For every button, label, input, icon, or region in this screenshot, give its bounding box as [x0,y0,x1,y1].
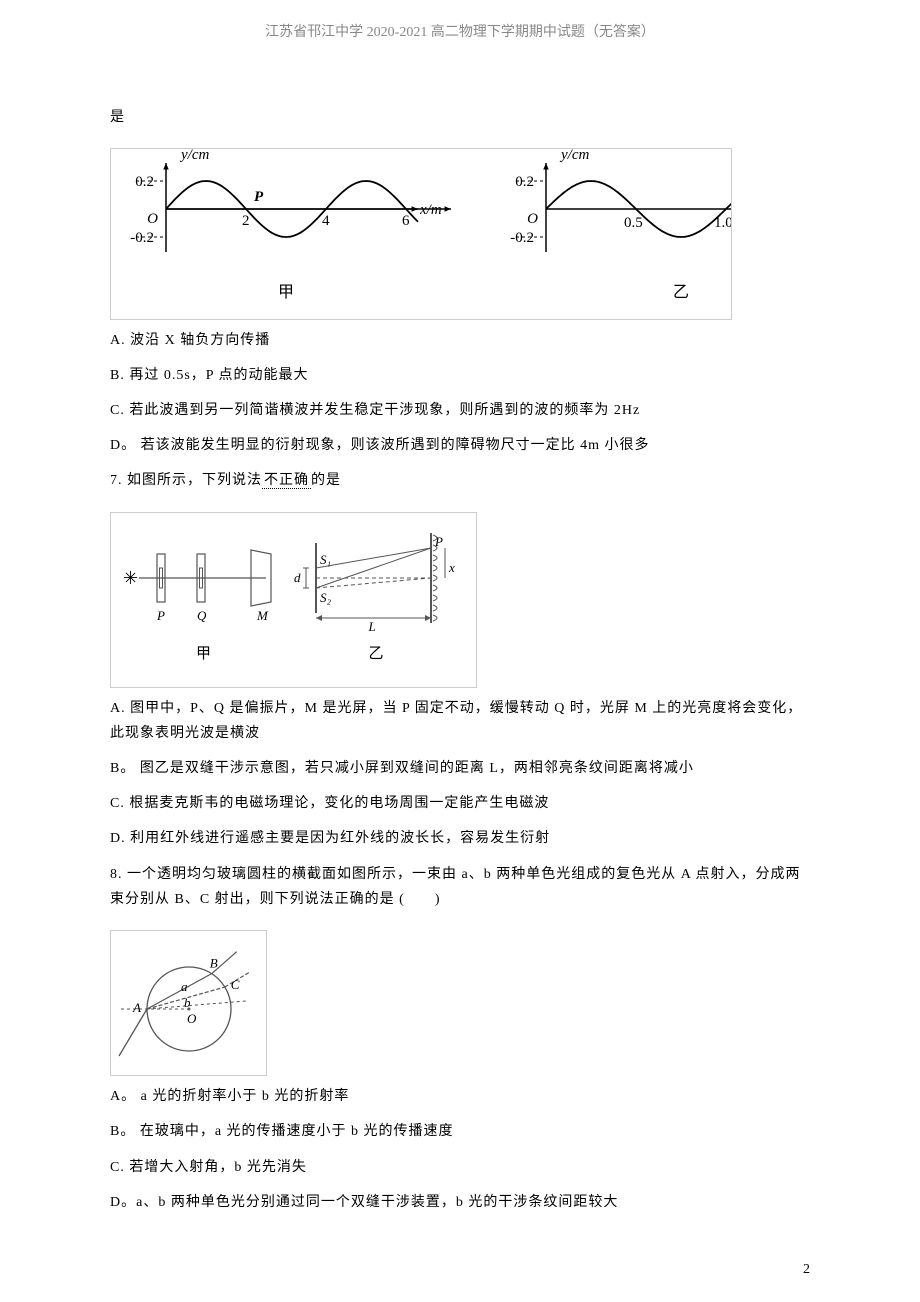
svg-text:x: x [448,560,455,575]
svg-text:A: A [132,1000,141,1015]
q6-opt-d: D。 若该波能发生明显的衍射现象，则该波所遇到的障碍物尺寸一定比 4m 小很多 [110,433,810,458]
q7-stem-a: 7. 如图所示，下列说法 [110,473,262,488]
svg-text:0.5: 0.5 [624,215,643,231]
q6-opt-c: C. 若此波遇到另一列简谐横波并发生稳定干涉现象，则所遇到的波的频率为 2Hz [110,398,810,423]
svg-text:O: O [147,211,158,227]
svg-text:S₁: S₁ [320,552,331,567]
svg-text:a: a [181,979,188,994]
figure-waves: O0.2-0.2y/cm246x/mP甲O0.2-0.2y/cm0.51.01.… [110,148,732,319]
figure-circle: A BC Oab [110,930,267,1076]
q7-opt-c: C. 根据麦克斯韦的电磁场理论，变化的电场周围一定能产生电磁波 [110,791,810,816]
svg-text:乙: 乙 [673,284,689,301]
svg-text:-0.2: -0.2 [130,230,154,246]
q8-opt-a: A。 a 光的折射率小于 b 光的折射率 [110,1084,810,1109]
svg-text:d: d [294,570,301,585]
q7-opt-b: B。 图乙是双缝干涉示意图，若只减小屏到双缝间的距离 L，两相邻亮条纹间距离将减… [110,756,810,781]
svg-text:Q: Q [197,608,207,623]
figure-optics: ✳ P Q M 甲 d S₁ S₂ Px L乙 [110,512,477,688]
svg-text:S₂: S₂ [320,590,332,605]
q8-opt-c: C. 若增大入射角，b 光先消失 [110,1155,810,1180]
content-body: 是 O 0.2 -0.2 y/cm 2 4 6 x/m P 甲 O 0.2 -0.2 y/cm 0.5 1.0… [110,105,810,1215]
q7-opt-d: D. 利用红外线进行遥感主要是因为红外线的波长长，容易发生衍射 [110,826,810,851]
svg-text:乙: 乙 [369,646,384,662]
svg-text:C: C [231,977,240,992]
q7-stem-b: 不正确 [262,473,311,489]
q8-stem: 8. 一个透明均匀玻璃圆柱的横截面如图所示，一束由 a、b 两种单色光组成的复色… [110,862,810,912]
svg-text:4: 4 [322,213,330,229]
svg-text:P: P [254,189,264,205]
svg-text:1.0: 1.0 [714,215,731,231]
q7-opt-a: A. 图甲中，P、Q 是偏振片，M 是光屏，当 P 固定不动，缓慢转动 Q 时，… [110,696,810,746]
page-number: 2 [803,1257,810,1282]
q6-opt-a: A. 波沿 X 轴负方向传播 [110,328,810,353]
q8-opt-d: D。a、b 两种单色光分别通过同一个双缝干涉装置，b 光的干涉条纹间距较大 [110,1190,810,1215]
svg-text:甲: 甲 [278,284,294,301]
svg-text:M: M [256,608,269,623]
svg-text:✳: ✳ [123,568,138,588]
svg-text:P: P [156,608,165,623]
svg-text:x/m: x/m [419,202,442,218]
svg-text:y/cm: y/cm [559,149,589,163]
svg-text:2: 2 [242,213,250,229]
svg-text:0.2: 0.2 [515,174,534,190]
svg-text:甲: 甲 [196,646,211,662]
svg-text:0.2: 0.2 [135,174,154,190]
svg-text:B: B [210,956,218,971]
svg-text:6: 6 [402,213,410,229]
page-header: 江苏省邗江中学 2020-2021 高二物理下学期期中试题（无答案） [110,0,810,45]
svg-text:O: O [527,211,538,227]
q6-opt-b: B. 再过 0.5s，P 点的动能最大 [110,363,810,388]
q7-stem-c: 的是 [311,473,341,488]
q7-stem: 7. 如图所示，下列说法不正确的是 [110,468,810,493]
svg-text:P: P [434,534,443,549]
svg-text:O: O [187,1011,197,1026]
q8-opt-b: B。 在玻璃中，a 光的传播速度小于 b 光的传播速度 [110,1119,810,1144]
svg-text:L: L [368,619,376,634]
svg-text:y/cm: y/cm [179,149,209,163]
intro-tail: 是 [110,105,810,130]
svg-text:b: b [184,995,191,1010]
svg-text:-0.2: -0.2 [510,230,534,246]
